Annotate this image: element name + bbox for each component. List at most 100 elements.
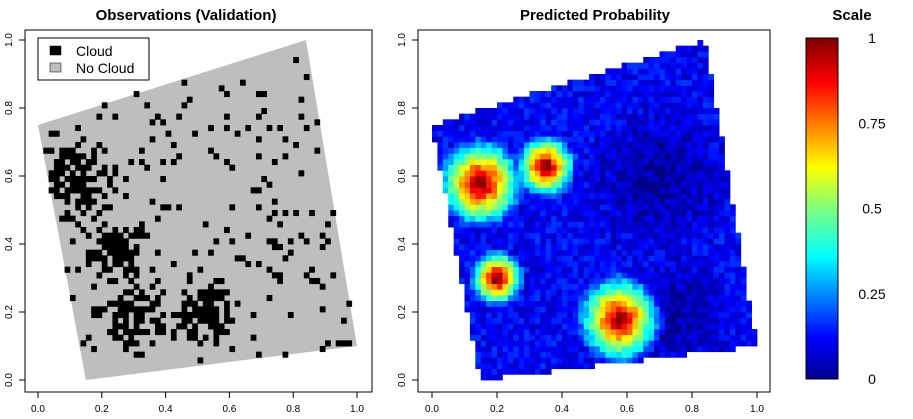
cloud-cell <box>112 170 119 177</box>
probability-cell <box>632 153 639 160</box>
probability-cell <box>556 215 563 222</box>
prediction-axes-box <box>417 29 771 393</box>
probability-cell <box>448 210 455 217</box>
scale-tick-label: 1 <box>868 30 876 46</box>
cloud-cell <box>85 193 92 200</box>
probability-cell <box>648 244 655 251</box>
probability-cell <box>697 176 704 183</box>
probability-cell <box>686 210 693 217</box>
probability-cell <box>713 312 720 319</box>
probability-cell <box>675 210 682 217</box>
cloud-cell <box>298 232 305 239</box>
cloud-cell <box>266 266 273 273</box>
probability-cell <box>664 295 671 302</box>
probability-cell <box>529 204 536 211</box>
probability-cell <box>692 68 698 75</box>
probability-cell <box>659 193 666 200</box>
probability-cell <box>708 289 715 296</box>
probability-cell <box>475 261 482 268</box>
probability-cell <box>702 74 709 81</box>
cloud-cell <box>75 198 81 205</box>
probability-cell <box>659 312 666 319</box>
probability-cell <box>486 323 492 330</box>
cloud-cell <box>298 96 305 103</box>
probability-cell <box>670 289 677 296</box>
probability-cell <box>464 130 471 137</box>
probability-cell <box>540 113 547 120</box>
probability-cell <box>670 346 677 353</box>
probability-cell <box>670 317 677 324</box>
probability-cell <box>545 181 552 188</box>
probability-cell <box>708 181 715 188</box>
probability-cell <box>632 295 639 302</box>
probability-cell <box>497 323 503 330</box>
probability-cell <box>572 176 579 183</box>
probability-cell <box>648 306 655 313</box>
probability-cell <box>697 113 704 120</box>
probability-cell <box>453 244 460 251</box>
cloud-cell <box>213 306 220 313</box>
probability-cell <box>432 130 438 137</box>
probability-cell <box>605 357 612 364</box>
probability-cell <box>621 62 628 69</box>
probability-cell <box>637 334 644 341</box>
probability-cell <box>637 159 644 166</box>
probability-cell <box>480 130 487 137</box>
probability-cell <box>740 266 747 273</box>
probability-cell <box>719 238 725 245</box>
probability-cell <box>578 357 585 364</box>
probability-cell <box>464 164 471 171</box>
probability-cell <box>502 108 509 115</box>
probability-cell <box>572 102 579 109</box>
scale-tick-label: 0.25 <box>858 286 885 302</box>
cloud-cell <box>255 153 262 160</box>
probability-cell <box>551 204 557 211</box>
probability-cell <box>686 102 693 109</box>
probability-cell <box>491 119 498 126</box>
probability-cell <box>497 272 503 279</box>
probability-cell <box>524 130 530 137</box>
probability-cell <box>480 181 487 188</box>
cloud-cell <box>229 164 236 171</box>
probability-cell <box>502 204 509 211</box>
probability-cell <box>708 283 715 290</box>
probability-cell <box>627 340 633 347</box>
probability-cell <box>589 187 595 194</box>
probability-cell <box>692 198 698 205</box>
probability-cell <box>562 164 568 171</box>
probability-cell <box>686 57 693 64</box>
probability-cell <box>692 215 698 222</box>
probability-cell <box>599 357 606 364</box>
probability-cell <box>594 136 601 143</box>
probability-cell <box>562 329 568 336</box>
probability-cell <box>605 295 612 302</box>
probability-cell <box>583 130 590 137</box>
probability-cell <box>534 193 541 200</box>
probability-cell <box>475 249 482 256</box>
probability-cell <box>486 374 492 381</box>
probability-cell <box>746 312 752 319</box>
cloud-cell <box>101 170 108 177</box>
cloud-cell <box>144 306 151 313</box>
probability-cell <box>448 159 455 166</box>
probability-cell <box>486 204 492 211</box>
probability-cell <box>610 300 617 307</box>
probability-cell <box>692 221 698 228</box>
probability-cell <box>708 232 715 239</box>
probability-cell <box>713 198 720 205</box>
probability-cell <box>572 91 579 98</box>
probability-cell <box>534 159 541 166</box>
probability-cell <box>567 215 574 222</box>
probability-cell <box>497 368 503 375</box>
cloud-cell <box>59 170 65 177</box>
probability-cell <box>681 244 687 251</box>
probability-cell <box>594 130 601 137</box>
legend-swatch-no-cloud <box>49 62 62 73</box>
cloud-cell <box>202 300 209 307</box>
probability-cell <box>648 351 655 358</box>
cloud-cell <box>341 317 347 324</box>
cloud-cell <box>53 130 60 137</box>
probability-cell <box>713 289 720 296</box>
cloud-cell <box>229 204 236 211</box>
probability-cell <box>562 255 568 262</box>
